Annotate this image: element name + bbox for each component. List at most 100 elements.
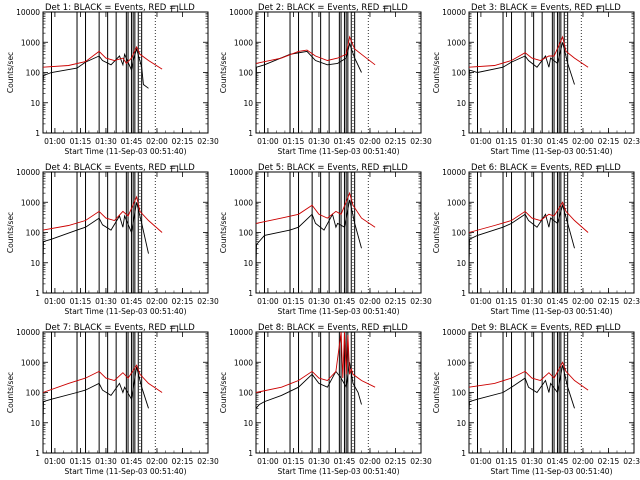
x-tick-label: 02:15 xyxy=(598,137,620,146)
y-tick-label: 1 xyxy=(461,449,466,458)
flag-marker xyxy=(597,165,605,173)
x-tick-label: 02:00 xyxy=(359,297,381,306)
series-lld xyxy=(42,364,163,393)
y-tick-label: 1 xyxy=(35,449,40,458)
x-tick-label: 01:45 xyxy=(121,297,143,306)
x-tick-label: 02:30 xyxy=(410,137,432,146)
y-tick-label: 10 xyxy=(456,419,466,428)
panel-det-8: Det 8: BLACK = Events, RED = LLD 1 10 100 10… xyxy=(219,323,432,476)
x-tick-label: 02:15 xyxy=(385,137,407,146)
panel-det-6: Det 6: BLACK = Events, RED = LLD 1 10 100 10… xyxy=(432,163,640,316)
x-tick-label: 02:30 xyxy=(410,297,432,306)
y-tick-label: 1000 xyxy=(447,38,466,47)
y-axis-label: Counts/sec xyxy=(432,372,441,413)
x-tick-label: 01:15 xyxy=(496,137,518,146)
x-axis-label: Start Time (11-Sep-03 00:51:40) xyxy=(65,147,187,156)
x-tick-label: 01:15 xyxy=(70,137,92,146)
y-tick-label: 10000 xyxy=(229,8,253,17)
y-tick-label: 10 xyxy=(243,99,253,108)
x-tick-label: 01:30 xyxy=(521,137,543,146)
y-tick-label: 1000 xyxy=(234,358,253,367)
flag-marker xyxy=(384,325,392,333)
x-axis-label: Start Time (11-Sep-03 00:51:40) xyxy=(491,147,613,156)
x-tick-label: 01:45 xyxy=(334,297,356,306)
y-tick-label: 1000 xyxy=(21,38,40,47)
y-tick-label: 10000 xyxy=(442,168,466,177)
x-tick-label: 01:30 xyxy=(308,297,330,306)
y-tick-label: 100 xyxy=(452,69,467,78)
x-tick-label: 02:15 xyxy=(385,457,407,466)
plot-frame xyxy=(468,331,635,454)
panel-det-1: Det 1: BLACK = Events, RED = LLD 1 10 100 10… xyxy=(6,3,219,156)
y-axis-label: Counts/sec xyxy=(6,372,15,413)
x-tick-label: 01:00 xyxy=(470,297,492,306)
x-tick-label: 02:00 xyxy=(146,297,168,306)
panel-det-5: Det 5: BLACK = Events, RED = LLD 1 10 100 10… xyxy=(219,163,432,316)
panel-title: Det 4: BLACK = Events, RED = LLD xyxy=(45,163,195,173)
x-axis-label: Start Time (11-Sep-03 00:51:40) xyxy=(491,307,613,316)
y-axis-label: Counts/sec xyxy=(6,52,15,93)
plot-frame xyxy=(468,171,635,294)
y-tick-label: 1 xyxy=(35,129,40,138)
y-tick-label: 10000 xyxy=(16,8,40,17)
x-tick-label: 01:45 xyxy=(334,137,356,146)
x-tick-label: 02:15 xyxy=(598,297,620,306)
y-tick-label: 10000 xyxy=(16,168,40,177)
x-tick-label: 01:30 xyxy=(308,457,330,466)
x-tick-label: 02:15 xyxy=(172,457,194,466)
x-tick-label: 01:00 xyxy=(470,457,492,466)
plot-frame xyxy=(255,171,422,294)
series-lld xyxy=(42,195,163,233)
panel-title: Det 5: BLACK = Events, RED = LLD xyxy=(258,163,408,173)
x-tick-label: 02:30 xyxy=(197,297,219,306)
x-tick-label: 02:00 xyxy=(359,457,381,466)
x-tick-label: 01:00 xyxy=(44,457,66,466)
plot-frame xyxy=(255,11,422,134)
series-lld xyxy=(468,201,589,233)
x-tick-label: 02:30 xyxy=(197,137,219,146)
flag-marker xyxy=(384,165,392,173)
series-events xyxy=(255,199,362,272)
y-tick-label: 10 xyxy=(30,419,40,428)
series-lld xyxy=(468,35,589,68)
x-tick-label: 02:00 xyxy=(359,137,381,146)
y-tick-label: 100 xyxy=(452,389,467,398)
y-tick-label: 100 xyxy=(239,389,254,398)
y-tick-label: 10 xyxy=(456,259,466,268)
x-tick-label: 02:30 xyxy=(623,457,640,466)
x-tick-label: 01:00 xyxy=(257,297,279,306)
series-events xyxy=(42,366,149,432)
panel-title: Det 8: BLACK = Events, RED = LLD xyxy=(258,323,408,333)
series-events xyxy=(468,365,575,414)
x-tick-label: 01:30 xyxy=(521,457,543,466)
panel-title: Det 9: BLACK = Events, RED = LLD xyxy=(471,323,621,333)
x-tick-label: 01:00 xyxy=(44,137,66,146)
y-tick-label: 100 xyxy=(452,229,467,238)
x-axis-label: Start Time (11-Sep-03 00:51:40) xyxy=(278,147,400,156)
panel-title: Det 7: BLACK = Events, RED = LLD xyxy=(45,323,195,333)
y-tick-label: 10000 xyxy=(442,8,466,17)
x-tick-label: 01:00 xyxy=(44,297,66,306)
y-axis-label: Counts/sec xyxy=(219,52,228,93)
x-tick-label: 02:00 xyxy=(572,297,594,306)
y-axis-label: Counts/sec xyxy=(432,212,441,253)
panel-det-9: Det 9: BLACK = Events, RED = LLD 1 10 100 10… xyxy=(432,323,640,476)
x-tick-label: 02:30 xyxy=(623,297,640,306)
x-tick-label: 01:30 xyxy=(521,297,543,306)
series-events xyxy=(255,362,362,409)
y-axis-label: Counts/sec xyxy=(432,52,441,93)
flag-marker xyxy=(171,5,179,13)
panel-title: Det 3: BLACK = Events, RED = LLD xyxy=(471,3,621,13)
y-tick-label: 1000 xyxy=(447,198,466,207)
x-tick-label: 01:45 xyxy=(121,457,143,466)
y-tick-label: 10 xyxy=(30,259,40,268)
x-tick-label: 02:30 xyxy=(197,457,219,466)
y-tick-label: 1000 xyxy=(21,198,40,207)
x-tick-label: 01:15 xyxy=(496,297,518,306)
x-tick-label: 02:30 xyxy=(623,137,640,146)
x-axis-label: Start Time (11-Sep-03 00:51:40) xyxy=(278,467,400,476)
series-events xyxy=(468,203,575,272)
x-tick-label: 01:45 xyxy=(547,457,569,466)
y-tick-label: 100 xyxy=(26,229,41,238)
